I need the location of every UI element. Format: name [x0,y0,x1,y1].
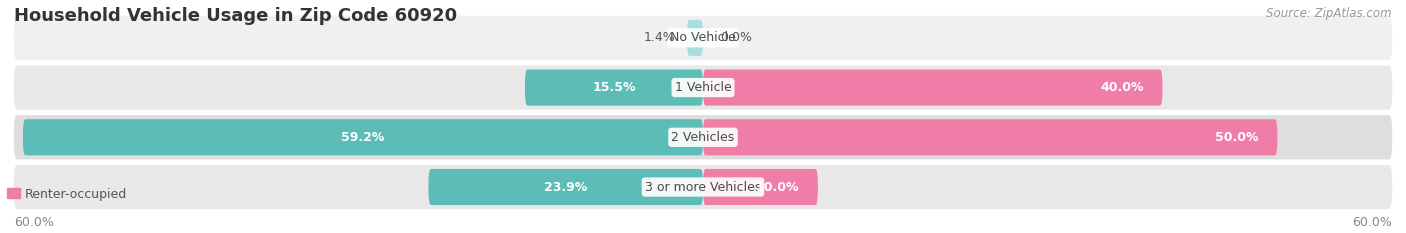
Text: 15.5%: 15.5% [592,81,636,94]
FancyBboxPatch shape [22,119,703,155]
FancyBboxPatch shape [703,69,1163,106]
FancyBboxPatch shape [703,119,1277,155]
FancyBboxPatch shape [703,169,818,205]
Text: 23.9%: 23.9% [544,181,588,194]
FancyBboxPatch shape [688,20,703,56]
Legend: Owner-occupied, Renter-occupied: Owner-occupied, Renter-occupied [0,183,132,206]
Text: 1 Vehicle: 1 Vehicle [675,81,731,94]
FancyBboxPatch shape [14,115,1392,159]
Text: 40.0%: 40.0% [1101,81,1144,94]
Text: 3 or more Vehicles: 3 or more Vehicles [645,181,761,194]
Text: 59.2%: 59.2% [342,131,385,144]
Text: Source: ZipAtlas.com: Source: ZipAtlas.com [1267,7,1392,20]
FancyBboxPatch shape [14,16,1392,60]
FancyBboxPatch shape [429,169,703,205]
Text: No Vehicle: No Vehicle [671,31,735,44]
Text: 50.0%: 50.0% [1215,131,1258,144]
FancyBboxPatch shape [524,69,703,106]
Text: Household Vehicle Usage in Zip Code 60920: Household Vehicle Usage in Zip Code 6092… [14,7,457,25]
Text: 10.0%: 10.0% [756,181,800,194]
FancyBboxPatch shape [14,65,1392,110]
Text: 2 Vehicles: 2 Vehicles [672,131,734,144]
FancyBboxPatch shape [14,165,1392,209]
Text: 0.0%: 0.0% [720,31,752,44]
Text: 60.0%: 60.0% [14,216,53,229]
Text: 1.4%: 1.4% [644,31,675,44]
Text: 60.0%: 60.0% [1353,216,1392,229]
